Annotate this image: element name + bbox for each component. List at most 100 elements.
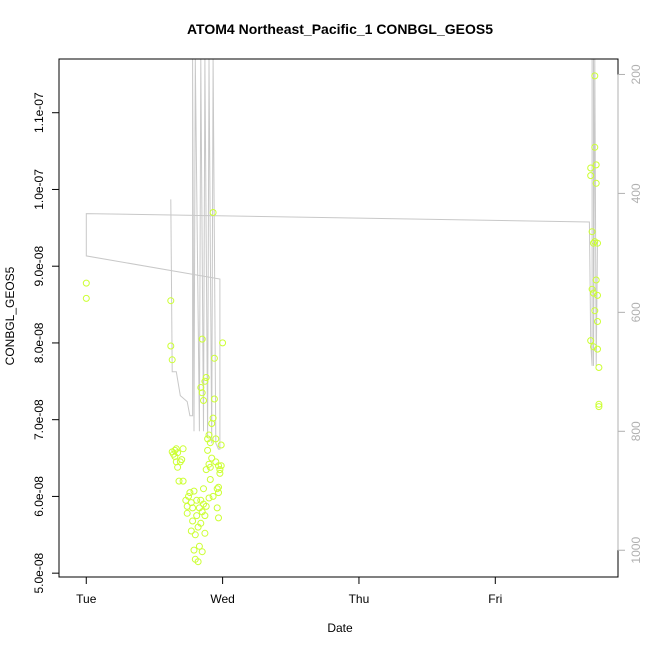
data-point — [201, 529, 209, 537]
data-point — [215, 514, 222, 522]
data-point — [82, 279, 90, 287]
data-point — [178, 456, 186, 464]
data-point — [217, 462, 225, 470]
data-point — [206, 476, 214, 483]
x-tick-label: Fri — [488, 592, 502, 606]
x-axis: Tue Wed Thu Fri — [76, 576, 502, 606]
y-tick-label: 8.0e-08 — [32, 322, 46, 363]
data-point — [202, 374, 210, 381]
data-point — [175, 477, 183, 485]
data-point — [215, 462, 222, 470]
data-point — [167, 297, 175, 305]
data-point — [212, 435, 220, 443]
data-point — [590, 343, 597, 351]
chart-title: ATOM4 Northeast_Pacific_1 CONBGL_GEOS5 — [187, 21, 493, 37]
data-point — [590, 239, 597, 247]
data-point — [210, 395, 218, 403]
data-point — [191, 531, 199, 539]
data-point — [210, 354, 218, 362]
data-point — [217, 441, 225, 449]
data-point — [186, 489, 194, 497]
data-point — [201, 512, 209, 520]
data-point — [195, 542, 203, 550]
right-pressure-axis: 200 400 600 800 1000 — [617, 64, 643, 564]
data-point — [209, 492, 217, 500]
data-point — [206, 463, 214, 471]
data-point — [588, 285, 596, 293]
data-point — [594, 291, 601, 299]
data-point — [209, 209, 217, 216]
pressure-series-line — [85, 58, 598, 450]
data-point — [185, 492, 192, 500]
data-point — [594, 345, 601, 353]
data-point — [167, 342, 175, 350]
data-point — [591, 238, 599, 246]
data-point — [215, 483, 222, 491]
data-point — [595, 364, 603, 371]
data-point — [194, 558, 202, 566]
y-tick-label: 1.0e-07 — [32, 169, 46, 210]
data-point — [189, 517, 197, 525]
data-point — [208, 454, 216, 462]
data-point — [179, 477, 187, 485]
data-point — [198, 548, 206, 556]
data-point — [209, 414, 217, 422]
data-point — [174, 449, 182, 457]
x-tick-label: Thu — [349, 592, 370, 606]
data-point — [595, 400, 603, 408]
data-point — [595, 403, 603, 411]
data-point — [587, 172, 595, 180]
data-point — [193, 512, 201, 520]
data-point — [591, 72, 599, 80]
data-point — [183, 509, 191, 517]
y2-tick-label: 400 — [629, 183, 643, 203]
y-tick-label: 5.0e-08 — [32, 552, 46, 593]
data-point — [200, 397, 207, 404]
data-point — [587, 337, 595, 345]
data-point — [591, 143, 599, 151]
data-point — [202, 466, 210, 474]
data-point — [193, 496, 201, 504]
data-point — [189, 504, 197, 512]
data-point — [592, 276, 600, 284]
data-point — [172, 445, 180, 453]
data-point — [219, 339, 227, 347]
y-tick-label: 9.0e-08 — [32, 246, 46, 287]
y2-tick-label: 1000 — [629, 537, 643, 564]
y-tick-label: 1.1e-07 — [32, 92, 46, 133]
points-layer — [82, 72, 603, 566]
data-point — [216, 466, 224, 474]
y2-tick-label: 800 — [629, 421, 643, 441]
data-point — [587, 164, 595, 172]
data-point — [190, 487, 198, 495]
y-axis: 5.0e-08 6.0e-08 7.0e-08 8.0e-08 9.0e-08 1.0e-… — [32, 92, 60, 594]
y-tick-label: 7.0e-08 — [32, 399, 46, 440]
y2-tick-label: 600 — [629, 302, 643, 322]
y-axis-label: CONBGL_GEOS5 — [3, 266, 17, 365]
data-point — [190, 546, 198, 554]
data-point — [179, 445, 187, 453]
data-point — [168, 356, 176, 364]
data-point — [202, 502, 210, 510]
data-point — [215, 489, 222, 497]
data-point — [206, 439, 214, 447]
data-point — [594, 318, 601, 325]
data-point — [197, 519, 205, 527]
data-point — [213, 504, 221, 512]
data-point — [205, 431, 213, 439]
x-tick-label: Wed — [210, 592, 234, 606]
data-point — [592, 161, 600, 169]
data-point — [198, 335, 206, 343]
x-axis-label: Date — [327, 621, 353, 635]
data-point — [205, 460, 213, 468]
y2-tick-label: 200 — [629, 64, 643, 84]
data-point — [216, 469, 224, 477]
data-point — [205, 494, 213, 502]
y-tick-label: 6.0e-08 — [32, 476, 46, 517]
data-point — [591, 307, 599, 315]
data-point — [200, 485, 207, 493]
data-point — [174, 463, 182, 471]
data-point — [204, 446, 212, 454]
